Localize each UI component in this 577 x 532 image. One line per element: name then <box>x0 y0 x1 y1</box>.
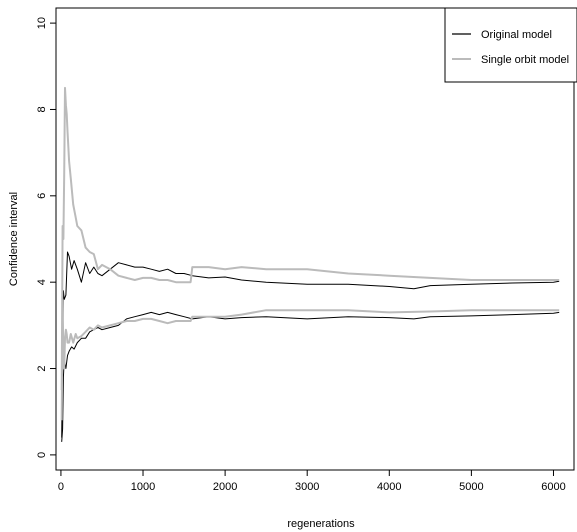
legend-box <box>444 7 577 83</box>
series-line-single-orbit-model-upper <box>60 86 560 391</box>
legend-label-single-orbit-model: Single orbit model <box>481 54 569 66</box>
series-layer <box>60 86 560 442</box>
x-tick-label: 6000 <box>541 481 565 493</box>
series-line-single-orbit-model-lower <box>60 298 560 421</box>
series-line-original-model-upper <box>61 251 560 438</box>
y-tick-label: 0 <box>36 452 48 458</box>
x-tick-label: 3000 <box>295 481 319 493</box>
x-tick-label: 0 <box>58 481 64 493</box>
y-tick-label: 2 <box>36 365 48 371</box>
x-tick-label: 5000 <box>459 481 483 493</box>
plot-frame <box>55 7 575 471</box>
x-axis: 0 1000 2000 3000 4000 5000 6000 <box>58 470 566 493</box>
series-line-original-model-lower <box>61 311 560 442</box>
x-axis-title: regenerations <box>287 518 355 530</box>
y-axis-title: Confidence interval <box>8 192 20 286</box>
y-tick-label: 10 <box>36 17 48 29</box>
legend-label-original-model: Original model <box>481 29 552 41</box>
y-tick-label: 6 <box>36 193 48 199</box>
y-tick-label: 8 <box>36 106 48 112</box>
x-tick-label: 1000 <box>131 481 155 493</box>
x-tick-label: 4000 <box>377 481 401 493</box>
x-tick-label: 2000 <box>213 481 237 493</box>
y-axis: 0 2 4 6 8 10 <box>36 17 56 458</box>
y-tick-label: 4 <box>36 279 48 285</box>
legend: Original model Single orbit model <box>444 7 577 83</box>
